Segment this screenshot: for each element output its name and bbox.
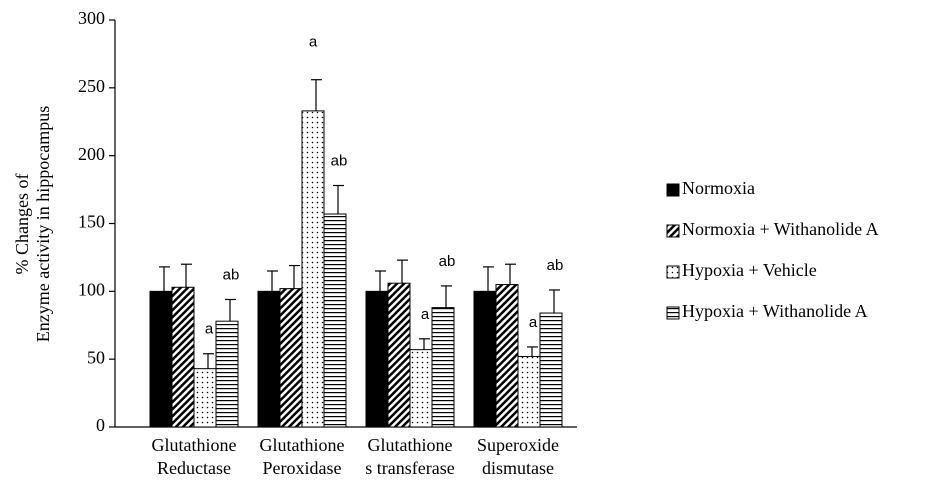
legend-label: Normoxia	[682, 178, 755, 198]
annotation: ab	[439, 253, 456, 270]
bar	[279, 288, 303, 428]
y-tick-label: 200	[78, 144, 105, 164]
bar	[323, 213, 347, 428]
y-tick-label: 100	[78, 279, 105, 299]
y-axis-label: Enzyme activity in hippocampus	[33, 106, 53, 342]
y-tick-label: 150	[78, 212, 105, 232]
legend-swatch	[666, 183, 680, 197]
bar	[149, 290, 173, 428]
bar	[473, 290, 497, 428]
legend-swatch	[666, 224, 680, 238]
annotation: a	[421, 306, 430, 323]
x-tick-label: Glutathione	[368, 435, 453, 455]
annotation: ab	[547, 257, 564, 274]
bar	[431, 307, 455, 428]
annotation: a	[309, 34, 318, 51]
annotation: a	[205, 321, 214, 338]
legend-swatch	[666, 306, 680, 320]
bar	[539, 312, 563, 428]
y-tick-label: 250	[78, 76, 105, 96]
bar	[215, 320, 239, 428]
x-tick-label: Superoxide	[477, 435, 559, 455]
bar	[517, 355, 541, 428]
x-tick-label: Peroxidase	[263, 458, 342, 478]
x-tick-label: Glutathione	[152, 435, 237, 455]
y-tick-label: 300	[78, 8, 105, 28]
bar	[409, 349, 433, 428]
x-tick-label: dismutase	[482, 458, 554, 478]
annotation: a	[529, 314, 538, 331]
x-tick-label: s transferase	[365, 458, 454, 478]
bar	[301, 110, 325, 428]
y-tick-label: 0	[96, 415, 105, 435]
y-tick-label: 50	[87, 347, 105, 367]
bar	[171, 286, 195, 428]
bar	[365, 290, 389, 428]
legend-label: Hypoxia + Vehicle	[682, 260, 817, 280]
legend-swatch	[666, 265, 680, 279]
legend-label: Normoxia + Withanolide A	[682, 219, 879, 239]
bar	[193, 368, 217, 428]
x-tick-label: Glutathione	[260, 435, 345, 455]
bar	[257, 290, 281, 428]
annotation: ab	[223, 266, 240, 283]
legend-label: Hypoxia + Withanolide A	[682, 301, 868, 321]
annotation: ab	[331, 152, 348, 169]
x-tick-label: Reductase	[157, 458, 231, 478]
y-axis-label: % Changes of	[12, 174, 32, 275]
bar	[387, 282, 411, 428]
bar	[495, 284, 519, 428]
